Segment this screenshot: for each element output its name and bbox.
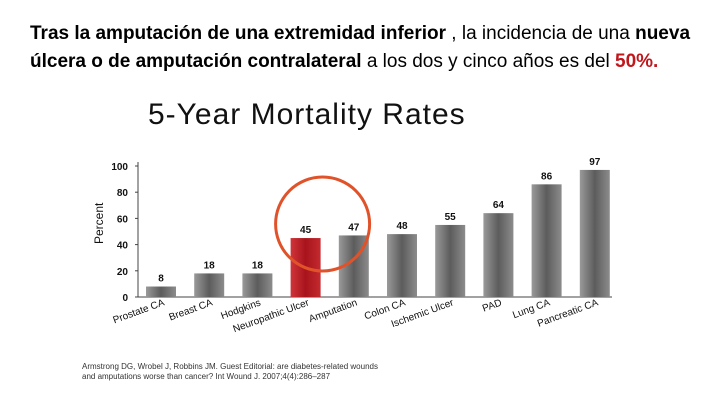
chart-ylabel: Percent (92, 202, 106, 244)
data-label: 8 (158, 274, 164, 285)
citation-line-2: and amputations worse than cancer? Int W… (82, 372, 331, 381)
intro-highlight-percent: 50%. (615, 51, 659, 72)
intro-bold-1: Tras la amputación de una extremidad inf… (30, 23, 447, 44)
chart-category-labels: Prostate CA Breast CA HodgkinsNeuropathic … (112, 297, 601, 335)
highlight-circle (274, 175, 372, 273)
category-label: Amputation (308, 297, 359, 325)
bar-breast-ca (194, 273, 225, 297)
y-tick-label: 80 (117, 188, 129, 199)
y-tick-label: 40 (117, 241, 129, 252)
data-label: 47 (348, 222, 360, 233)
data-label: 18 (252, 260, 264, 271)
intro-plain-1: , la incidencia de una (446, 23, 636, 44)
bar-prostate-ca (146, 286, 176, 297)
chart-title: 5-Year Mortality Rates (148, 98, 466, 131)
intro-plain-2: a los dos y cinco años es del (361, 51, 616, 72)
bar-hodgkins (242, 273, 273, 297)
bar-lung-ca (531, 184, 562, 297)
data-label: 45 (300, 225, 312, 236)
category-label: PAD (481, 297, 503, 314)
data-label: 48 (396, 221, 408, 232)
data-label: 18 (204, 260, 216, 271)
y-tick-label: 20 (117, 267, 129, 278)
chart-data-labels: 8 18 18 45 47 48 55 64 86 97 (158, 157, 601, 285)
citation: Armstrong DG, Wrobel J, Robbins JM. Gues… (82, 362, 462, 382)
y-tick-label: 60 (117, 214, 129, 225)
data-label: 86 (541, 171, 553, 182)
category-label: Breast CA (168, 297, 215, 323)
bar-pad (483, 213, 514, 297)
chart-bars (146, 169, 610, 297)
bar-colon-ca (387, 234, 417, 297)
intro-bold-2: nueva úlcera o de amputación contralater… (30, 23, 691, 72)
y-tick-label: 0 (122, 293, 128, 304)
bar-ischemic-ulcer (435, 224, 466, 297)
data-label: 55 (445, 212, 457, 223)
citation-line-1: Armstrong DG, Wrobel J, Robbins JM. Gues… (82, 362, 378, 371)
data-label: 64 (493, 200, 505, 211)
category-label: Prostate CA (112, 297, 167, 326)
bar-pancreatic-ca (579, 169, 610, 297)
intro-text: Tras la amputación de una extremidad inf… (30, 20, 710, 76)
data-label: 97 (589, 157, 601, 168)
y-tick-label: 100 (111, 162, 128, 173)
